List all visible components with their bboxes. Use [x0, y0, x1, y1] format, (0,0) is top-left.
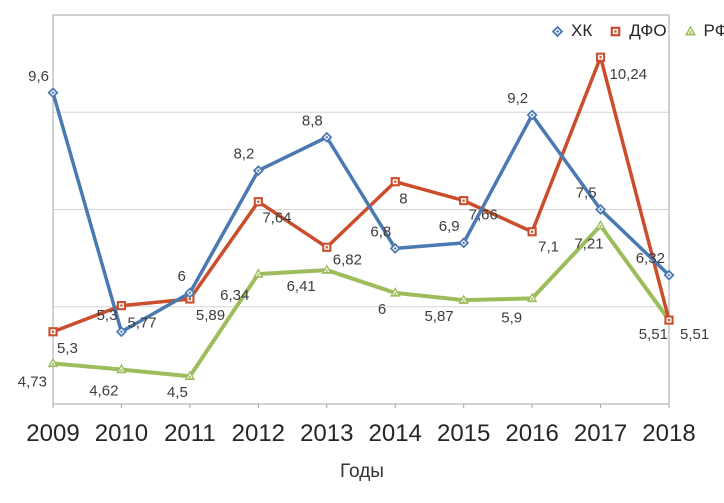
- data-label: 5,3: [97, 307, 118, 324]
- diamond-marker: [595, 204, 607, 215]
- data-label: 5,9: [501, 309, 522, 326]
- x-tick-label: 2012: [232, 420, 285, 447]
- square-marker: [459, 196, 469, 206]
- x-tick-label: 2015: [437, 420, 490, 447]
- square-marker: [116, 301, 127, 311]
- square-marker: [253, 197, 263, 207]
- data-label: 4,62: [89, 383, 118, 400]
- diamond-marker: [321, 131, 333, 143]
- x-tick-label: 2011: [164, 420, 216, 447]
- diamond-marker: [252, 165, 264, 177]
- series-line-ХК: [51, 91, 671, 334]
- data-label: 7,64: [262, 210, 291, 227]
- data-label: 7,5: [576, 185, 597, 202]
- x-axis-title: Годы: [340, 461, 384, 482]
- diamond-marker: [526, 109, 538, 121]
- triangle-marker: [389, 287, 401, 297]
- data-label: 9,2: [507, 90, 528, 107]
- square-marker: [390, 177, 400, 187]
- triangle-marker: [253, 268, 264, 278]
- x-tick-label: 2013: [300, 420, 353, 447]
- triangle-icon: [684, 24, 696, 35]
- diamond-marker: [458, 237, 470, 249]
- data-label: 8,8: [302, 112, 323, 129]
- data-label: 4,73: [18, 373, 47, 390]
- data-label: 5,51: [639, 326, 668, 343]
- triangle-marker: [458, 294, 469, 304]
- legend-label-rf: РФ: [703, 21, 724, 40]
- data-label: 6,41: [287, 278, 316, 295]
- data-label: 8,2: [233, 146, 254, 163]
- triangle-marker: [321, 264, 333, 274]
- data-label: 4,5: [167, 384, 188, 401]
- legend-label-dfo: ДФО: [629, 21, 667, 40]
- triangle-marker: [116, 363, 127, 374]
- data-label: 9,6: [28, 68, 49, 85]
- data-label: 6,8: [370, 223, 391, 240]
- diamond-marker: [115, 326, 127, 338]
- legend-item-rf: РФ: [684, 21, 724, 41]
- x-tick-label: 2014: [369, 420, 422, 447]
- diamond-marker: [184, 287, 196, 299]
- square-marker: [595, 52, 606, 62]
- diamond-marker: [389, 242, 401, 254]
- data-label: 6,82: [333, 251, 362, 268]
- data-label: 5,89: [196, 307, 225, 324]
- data-label: 10,24: [610, 66, 648, 83]
- square-marker: [48, 327, 58, 337]
- x-tick-label: 2017: [574, 420, 627, 447]
- plot-border: [52, 14, 670, 405]
- data-label: 5,87: [424, 308, 453, 325]
- square-marker: [322, 242, 332, 252]
- legend-label-hk: ХК: [571, 21, 593, 40]
- x-tick-label: 2009: [26, 420, 79, 447]
- triangle-marker: [184, 370, 196, 380]
- data-label: 8: [399, 191, 407, 208]
- square-marker: [185, 294, 195, 304]
- triangle-marker: [595, 219, 606, 230]
- data-label: 5,3: [57, 340, 78, 357]
- data-label: 6,34: [220, 287, 249, 304]
- data-label: 5,51: [680, 326, 709, 343]
- legend-item-dfo: ДФО: [609, 21, 667, 41]
- data-label: 7,21: [574, 236, 603, 253]
- data-label: 6: [378, 301, 386, 318]
- data-label: 5,77: [127, 315, 156, 332]
- square-marker: [527, 227, 537, 237]
- diamond-marker: [663, 269, 675, 281]
- triangle-marker: [47, 357, 59, 368]
- diamond-marker: [47, 87, 59, 99]
- triangle-marker: [526, 292, 538, 303]
- data-label: 7,1: [538, 239, 559, 256]
- series-line-ДФО: [51, 55, 671, 334]
- diamond-icon: [551, 25, 564, 37]
- legend: ХК ДФО РФ: [551, 20, 724, 42]
- data-label: 6,9: [439, 218, 460, 235]
- x-tick-label: 2018: [642, 420, 695, 447]
- data-label: 6,32: [636, 250, 665, 267]
- data-label: 6: [178, 268, 186, 285]
- square-marker: [664, 315, 674, 325]
- square-icon: [610, 26, 621, 36]
- x-tick-label: 2010: [95, 420, 148, 447]
- legend-item-hk: ХК: [551, 21, 592, 41]
- series-line-РФ: [51, 223, 671, 379]
- x-tick-label: 2016: [505, 420, 558, 447]
- data-label: 7,66: [469, 207, 498, 224]
